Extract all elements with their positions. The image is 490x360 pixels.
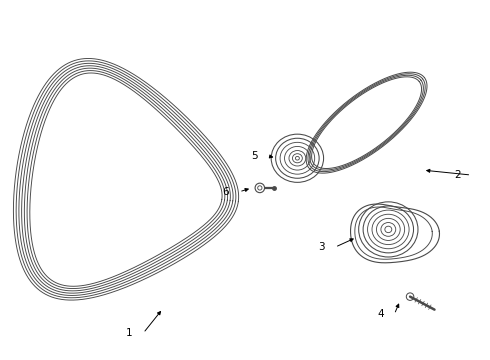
Text: 2: 2	[454, 170, 461, 180]
Text: 5: 5	[251, 151, 258, 161]
Text: 4: 4	[377, 310, 384, 319]
Text: 3: 3	[318, 242, 324, 252]
Text: 1: 1	[126, 328, 133, 338]
Text: 6: 6	[222, 187, 228, 197]
